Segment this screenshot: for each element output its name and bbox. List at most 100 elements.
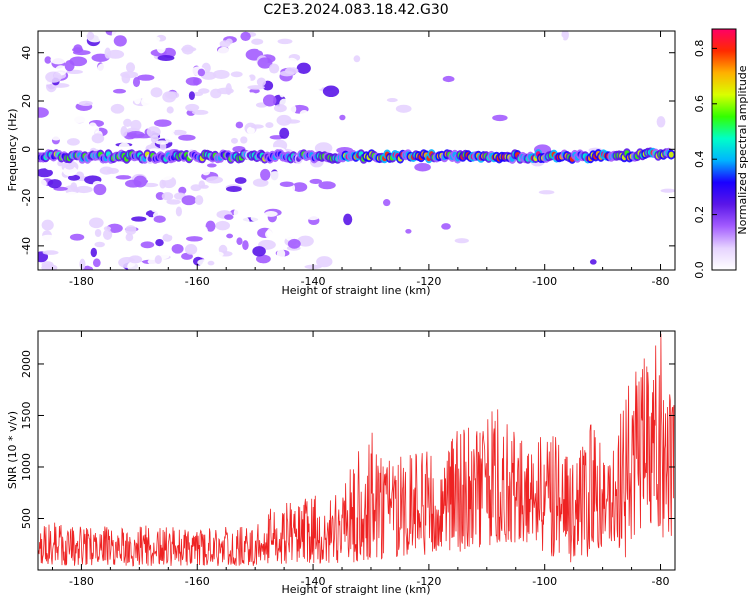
noise-speck (127, 260, 146, 270)
noise-speck (383, 199, 391, 207)
noise-speck (228, 94, 240, 103)
noise-speck (42, 250, 59, 255)
noise-speck (46, 209, 60, 217)
noise-speck (159, 179, 166, 189)
noise-speck (233, 208, 241, 218)
noise-speck (296, 62, 311, 74)
y-tick-label: 500 (20, 508, 33, 529)
spectrogram-ylabel: Frequency (Hz) (6, 109, 19, 192)
noise-speck (130, 51, 138, 59)
noise-speck (268, 171, 283, 184)
noise-speck (74, 185, 93, 194)
noise-speck (58, 97, 70, 104)
y-tick-label: 0 (20, 146, 33, 153)
noise-speck (405, 228, 412, 234)
noise-speck (104, 113, 114, 122)
noise-speck (316, 256, 333, 268)
noise-speck (250, 215, 261, 222)
noise-speck (414, 163, 431, 172)
noise-speck (153, 119, 172, 127)
noise-speck (442, 75, 455, 83)
colorbar-tick-label: 0.8 (693, 40, 706, 58)
noise-speck (238, 216, 250, 228)
noise-speck (157, 55, 175, 61)
snr-frame (37, 330, 676, 571)
noise-speck (184, 168, 198, 174)
colorbar-ticks: 0.0 0.2 0.4 0.6 0.8 (693, 40, 717, 279)
noise-speck (105, 258, 116, 268)
noise-speck (297, 235, 314, 247)
y-tick-label: -20 (20, 189, 33, 207)
noise-speck (216, 87, 234, 95)
noise-speck (155, 140, 169, 145)
noise-speck (235, 121, 244, 129)
noise-speck (155, 238, 164, 247)
noise-speck (234, 177, 247, 184)
noise-speck (162, 233, 173, 242)
noise-speck (395, 104, 412, 113)
noise-speck (205, 220, 216, 232)
noise-speck (135, 231, 143, 244)
noise-speck (285, 231, 298, 242)
noise-speck (240, 136, 248, 144)
noise-speck (125, 179, 142, 188)
noise-speck (92, 258, 101, 268)
noise-speck (279, 174, 292, 182)
noise-speck (199, 37, 211, 47)
noise-speck (106, 167, 119, 174)
noise-speck (79, 126, 86, 134)
noise-speck (68, 74, 78, 82)
noise-speck (337, 46, 347, 57)
noise-speck (108, 211, 125, 219)
noise-speck (102, 250, 112, 258)
noise-speck (386, 98, 398, 103)
noise-speck (273, 257, 280, 264)
x-tick-label: -120 (416, 575, 441, 588)
noise-speck (79, 258, 86, 270)
noise-speck (264, 210, 278, 217)
noise-speck (589, 259, 597, 265)
noise-speck (282, 43, 300, 50)
noise-speck (44, 56, 52, 64)
noise-speck (191, 109, 209, 115)
noise-speck (71, 217, 89, 224)
noise-speck (363, 31, 379, 37)
noise-speck (132, 77, 141, 88)
noise-speck (307, 130, 321, 141)
colorbar-tick-label: 0.6 (693, 95, 706, 113)
noise-speck (548, 34, 564, 43)
noise-speck (273, 104, 287, 113)
noise-speck (148, 163, 162, 171)
noise-speck (64, 60, 75, 72)
noise-speck (186, 219, 201, 227)
noise-speck (41, 219, 54, 231)
noise-speck (224, 214, 234, 220)
noise-speck (206, 163, 217, 168)
noise-speck (276, 114, 292, 126)
noise-speck (133, 94, 141, 105)
colorbar-label: Normalized spectral amplitude (736, 65, 749, 234)
snr-series-line (38, 333, 675, 567)
noise-speck (86, 31, 95, 41)
spectrogram-panel: -180 -160 -140 -120 -100 -80 -40 -20 0 20 40 Heigh… (6, 30, 676, 297)
noise-speck (142, 182, 159, 188)
noise-speck (203, 235, 215, 248)
noise-speck (166, 227, 182, 236)
noise-speck (47, 179, 62, 189)
noise-speck (82, 139, 95, 146)
noise-speck (82, 237, 95, 247)
noise-speck (197, 259, 209, 266)
noise-speck (287, 238, 301, 249)
noise-speck (111, 244, 126, 251)
noise-speck (166, 199, 181, 205)
noise-speck (230, 137, 239, 144)
noise-speck (173, 114, 188, 125)
noise-speck (125, 225, 137, 235)
noise-speck (198, 180, 206, 189)
noise-speck (246, 126, 255, 135)
noise-speck (154, 255, 162, 265)
noise-speck (207, 256, 225, 269)
noise-speck (193, 91, 204, 97)
noise-speck (205, 176, 224, 184)
